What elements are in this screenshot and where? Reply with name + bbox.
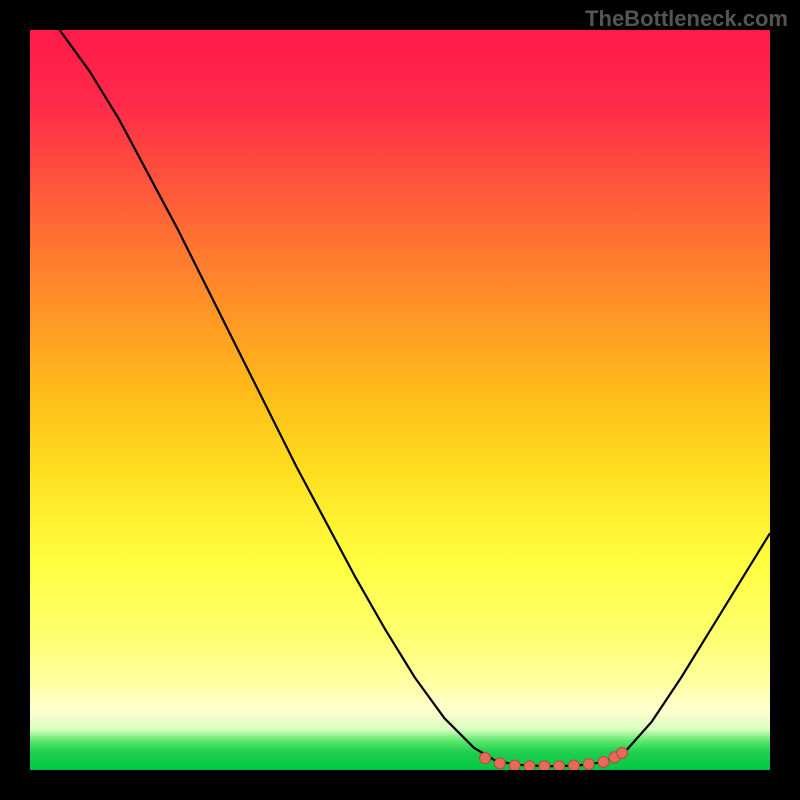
watermark-text: TheBottleneck.com [585,6,788,32]
data-marker [509,760,520,770]
data-marker [598,756,609,767]
data-marker [539,761,550,770]
chart-svg [30,30,770,770]
chart-background [30,30,770,770]
data-marker [480,753,491,764]
data-marker [524,761,535,770]
data-marker [617,747,628,758]
data-marker [494,758,505,769]
data-marker [583,759,594,770]
bottleneck-chart [30,30,770,770]
data-marker [568,760,579,770]
data-marker [554,761,565,770]
